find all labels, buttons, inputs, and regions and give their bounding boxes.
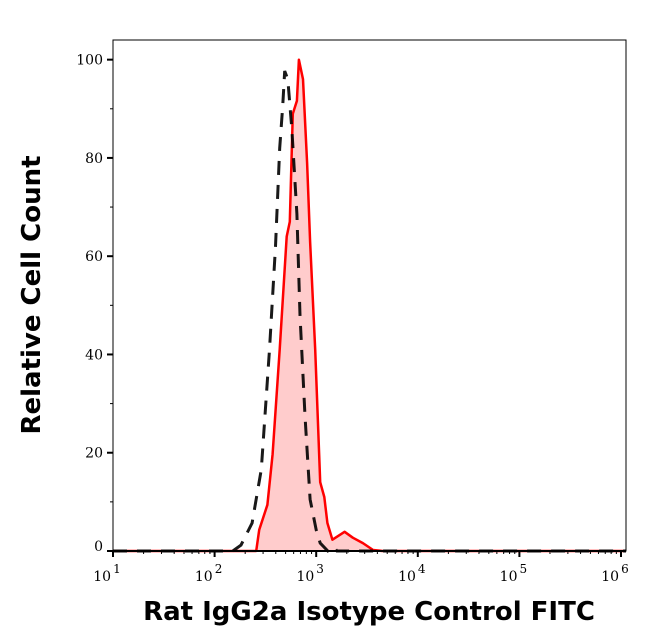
x-tick-label: 10 3 xyxy=(296,562,323,585)
series-line-control xyxy=(113,70,626,553)
series-line-stained xyxy=(113,58,626,553)
x-tick-label: 10 6 xyxy=(601,562,628,585)
y-tick-label: 0 xyxy=(94,539,103,555)
plot-frame xyxy=(112,39,627,552)
x-tick-label: 10 5 xyxy=(500,562,527,585)
y-tick-label: 40 xyxy=(85,347,103,363)
y-axis-label: Relative Cell Count xyxy=(17,155,47,434)
x-tick-label: 10 4 xyxy=(398,562,426,585)
series-fill-stained xyxy=(113,59,626,551)
y-tick-label: 60 xyxy=(85,249,103,265)
x-tick-label: 10 1 xyxy=(93,562,120,585)
y-tick-label: 80 xyxy=(85,151,103,167)
x-axis-label: Rat IgG2a Isotype Control FITC xyxy=(143,597,595,627)
y-tick-label: 20 xyxy=(85,446,103,462)
x-axis: 10 1 10 2 10 3 10 4 10 5 10 6 xyxy=(93,550,629,585)
plot-area xyxy=(113,58,626,553)
y-tick-label: 100 xyxy=(76,53,103,69)
y-axis: 0 20 40 60 80 100 xyxy=(76,53,113,555)
x-tick-label: 10 2 xyxy=(195,562,222,585)
